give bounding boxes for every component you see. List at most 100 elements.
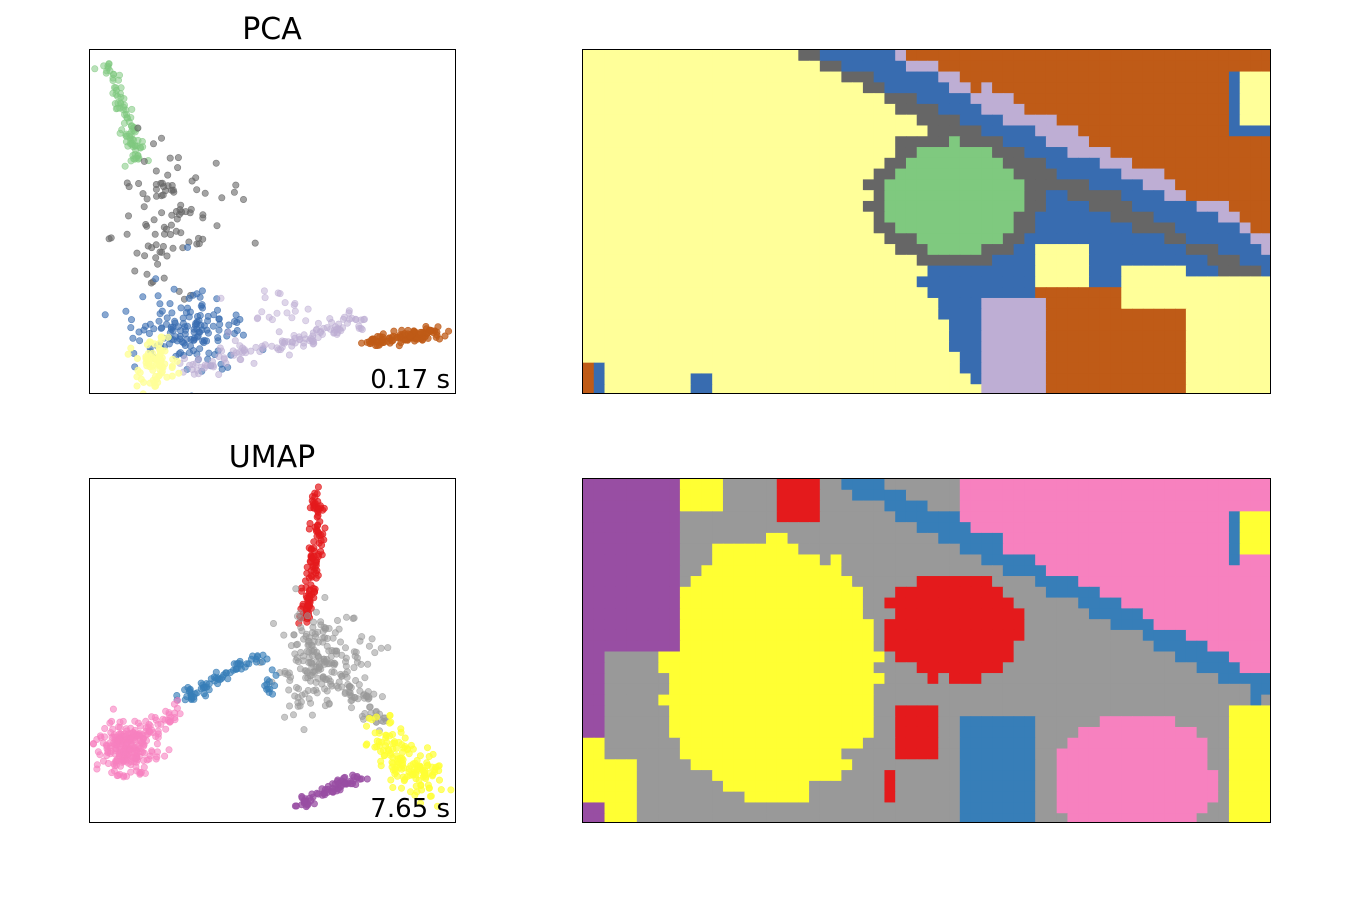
umap-cluster-cell — [1142, 522, 1155, 534]
pca-cluster-cell — [916, 373, 929, 385]
pca-cluster-cell — [787, 308, 799, 321]
umap-scatter-panel: 7.65 s — [89, 478, 456, 823]
umap-cluster-cell — [830, 640, 842, 653]
umap-cluster-cell — [712, 608, 724, 620]
pca-cluster-cell — [1261, 244, 1270, 256]
pca-cluster-cell — [1099, 330, 1112, 342]
pca-cluster-cell — [1024, 254, 1036, 267]
umap-point-gray — [322, 624, 330, 632]
umap-cluster-cell — [873, 576, 886, 588]
umap-cluster-cell — [1185, 543, 1198, 556]
umap-point-blue — [263, 676, 271, 684]
umap-cluster-cell — [884, 662, 896, 674]
umap-cluster-cell — [593, 640, 606, 653]
umap-point-blue — [210, 673, 218, 681]
pca-cluster-cell — [701, 125, 713, 137]
pca-cluster-cell — [1013, 362, 1025, 375]
umap-cluster-cell — [1056, 576, 1069, 588]
umap-cluster-cell — [884, 511, 896, 523]
pca-cluster-cell — [1088, 114, 1101, 127]
umap-cluster-cell — [873, 640, 886, 653]
umap-cluster-cell — [593, 522, 606, 534]
umap-cluster-cell — [626, 532, 638, 545]
pca-cluster-cell — [583, 362, 595, 375]
pca-cluster-cell — [1164, 168, 1176, 180]
umap-cluster-cell — [583, 500, 595, 512]
umap-cluster-cell — [798, 683, 810, 696]
umap-cluster-cell — [1239, 683, 1252, 696]
pca-cluster-cell — [701, 211, 713, 224]
pca-cluster-cell — [1078, 200, 1090, 213]
umap-cluster-cell — [1045, 500, 1058, 512]
umap-cluster-cell — [852, 522, 864, 534]
umap-cluster-cell — [766, 640, 778, 653]
pca-point-purple — [281, 337, 289, 345]
pca-cluster-cell — [809, 190, 821, 202]
umap-cluster-cell — [819, 608, 832, 620]
pca-cluster-cell — [679, 168, 692, 180]
umap-cluster-cell — [895, 532, 907, 545]
umap-cluster-cell — [744, 597, 756, 609]
pca-cluster-cell — [884, 233, 896, 245]
pca-cluster-cell — [583, 50, 595, 62]
umap-cluster-cell — [1099, 479, 1112, 491]
pca-cluster-cell — [798, 265, 810, 278]
umap-cluster-cell — [1261, 500, 1270, 512]
pca-cluster-cell — [1121, 384, 1133, 393]
pca-cluster-cell — [1121, 244, 1133, 256]
umap-cluster-cell — [583, 576, 595, 588]
umap-cluster-cell — [852, 576, 864, 588]
umap-cluster-cell — [1132, 543, 1144, 556]
pca-cluster-cell — [1056, 50, 1069, 62]
umap-cluster-cell — [744, 500, 756, 512]
pca-cluster-cell — [604, 287, 616, 299]
pca-cluster-cell — [1056, 168, 1069, 180]
umap-point-yellow — [392, 752, 400, 760]
umap-cluster-cell — [852, 597, 864, 609]
umap-cluster-cell — [776, 662, 789, 674]
pca-cluster-cell — [1164, 71, 1176, 83]
pca-point-orange — [426, 326, 434, 334]
umap-cluster-cell — [1250, 500, 1262, 512]
pca-cluster-cell — [615, 341, 627, 353]
pca-cluster-cell — [949, 71, 961, 83]
umap-cluster-cell — [1110, 619, 1122, 631]
pca-point-purple — [181, 354, 189, 362]
pca-cluster-cell — [1228, 276, 1241, 288]
pca-cluster-cell — [604, 308, 616, 321]
umap-cluster-cell — [615, 662, 627, 674]
umap-point-yellow — [380, 752, 388, 760]
pca-cluster-cell — [1164, 103, 1176, 116]
umap-cluster-cell — [1228, 489, 1241, 502]
umap-cluster-cell — [841, 673, 853, 685]
umap-cluster-cell — [949, 597, 961, 609]
pca-cluster-cell — [1250, 308, 1262, 321]
pca-cluster-cell — [841, 373, 853, 385]
umap-cluster-cell — [615, 619, 627, 631]
pca-point-blue — [135, 328, 143, 336]
pca-cluster-cell — [744, 60, 756, 73]
pca-cluster-cell — [647, 190, 659, 202]
umap-cluster-cell — [712, 576, 724, 588]
umap-cluster-cell — [927, 511, 939, 523]
umap-cluster-cell — [1250, 489, 1262, 502]
pca-cluster-cell — [647, 136, 659, 148]
umap-cluster-cell — [1250, 673, 1262, 685]
pca-cluster-cell — [1239, 233, 1252, 245]
umap-cluster-cell — [1250, 629, 1262, 642]
umap-point-yellow — [397, 725, 405, 733]
pca-cluster-cell — [862, 308, 875, 321]
pca-cluster-cell — [636, 341, 649, 353]
pca-cluster-cell — [938, 319, 950, 331]
pca-cluster-cell — [959, 222, 972, 234]
umap-cluster-cell — [1142, 511, 1155, 523]
pca-cluster-cell — [916, 93, 929, 105]
umap-cluster-cell — [669, 608, 681, 620]
umap-cluster-cell — [669, 597, 681, 609]
umap-cluster-cell — [1002, 662, 1015, 674]
umap-cluster-cell — [766, 662, 778, 674]
pca-cluster-cell — [636, 147, 649, 159]
umap-cluster-cell — [636, 662, 649, 674]
pca-cluster-cell — [1045, 341, 1058, 353]
umap-cluster-cell — [798, 597, 810, 609]
